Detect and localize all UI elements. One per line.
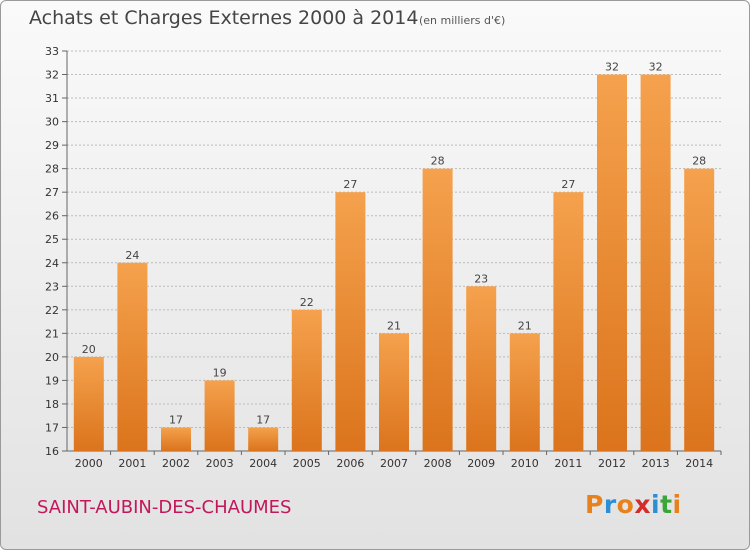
bar-2014 xyxy=(684,168,715,451)
x-tick-label: 2005 xyxy=(293,457,321,470)
y-tick-label: 30 xyxy=(45,116,59,129)
x-tick-label: 2013 xyxy=(642,457,670,470)
logo-letter: o xyxy=(616,490,635,519)
logo-letter: i xyxy=(651,490,661,519)
y-tick-label: 21 xyxy=(45,327,59,340)
data-label: 17 xyxy=(256,413,270,426)
y-tick-label: 19 xyxy=(45,374,59,387)
y-tick-label: 22 xyxy=(45,304,59,317)
bar-2009 xyxy=(466,286,497,451)
data-labels: 20 24 17 19 17 22 27 21 28 23 21 27 32 32 28 xyxy=(82,61,706,427)
bar-2006 xyxy=(335,192,366,452)
chart-subtitle: (en milliers d'€) xyxy=(419,14,506,27)
bar-2002 xyxy=(161,427,191,451)
commune-name: SAINT-AUBIN-DES-CHAUMES xyxy=(37,497,292,518)
data-label: 32 xyxy=(649,61,663,74)
x-tick-label: 2008 xyxy=(424,457,452,470)
y-tick-label: 25 xyxy=(45,233,59,246)
bar-2010 xyxy=(509,333,540,451)
x-tick-label: 2014 xyxy=(685,457,713,470)
y-tick-label: 16 xyxy=(45,445,59,458)
y-tick-label: 18 xyxy=(45,398,59,411)
data-label: 17 xyxy=(169,413,183,426)
data-label: 22 xyxy=(300,296,314,309)
data-label: 24 xyxy=(125,249,139,262)
bar-2005 xyxy=(291,309,322,451)
logo-letter: r xyxy=(603,490,617,519)
y-tick-label: 33 xyxy=(45,45,59,58)
bar-2007 xyxy=(379,333,409,451)
y-tick-label: 20 xyxy=(45,351,59,364)
y-tick-label: 29 xyxy=(45,139,59,152)
bar-2004 xyxy=(248,427,279,451)
bar-2001 xyxy=(117,262,148,451)
y-tick-label: 23 xyxy=(45,280,59,293)
y-tick-label: 26 xyxy=(45,210,59,223)
data-label: 21 xyxy=(518,319,532,332)
x-tick-label: 2010 xyxy=(511,457,539,470)
bar-2003 xyxy=(204,380,235,451)
x-tick-label: 2003 xyxy=(206,457,234,470)
logo-letter: x xyxy=(634,490,651,519)
bar-2011 xyxy=(553,192,584,452)
bar-2008 xyxy=(422,168,453,451)
data-label: 23 xyxy=(474,272,488,285)
x-tick-label: 2002 xyxy=(162,457,190,470)
logo-letter: i xyxy=(672,490,682,519)
y-tick-label: 24 xyxy=(45,257,59,270)
y-tick-label: 31 xyxy=(45,92,59,105)
y-tick-label: 27 xyxy=(45,186,59,199)
data-label: 28 xyxy=(692,155,706,168)
y-tick-label: 32 xyxy=(45,69,59,82)
x-tick-label: 2011 xyxy=(554,457,582,470)
x-tick-label: 2012 xyxy=(598,457,626,470)
x-tick-label: 2007 xyxy=(380,457,408,470)
data-label: 19 xyxy=(213,366,227,379)
y-tick-label: 17 xyxy=(45,421,59,434)
x-tick-label: 2004 xyxy=(249,457,277,470)
data-label: 27 xyxy=(343,178,357,191)
y-tick-label: 28 xyxy=(45,163,59,176)
proxiti-logo[interactable]: Proxiti xyxy=(585,490,682,519)
bar-2012 xyxy=(597,74,627,451)
bar-2013 xyxy=(640,74,671,451)
x-tick-label: 2000 xyxy=(75,457,103,470)
data-label: 32 xyxy=(605,61,619,74)
x-tick-label: 2001 xyxy=(118,457,146,470)
chart-title: Achats et Charges Externes 2000 à 2014 xyxy=(29,7,419,29)
logo-letter: P xyxy=(585,490,604,519)
logo-letter: t xyxy=(660,490,673,519)
data-label: 21 xyxy=(387,319,401,332)
bars xyxy=(73,74,715,452)
data-label: 27 xyxy=(561,178,575,191)
data-label: 28 xyxy=(431,155,445,168)
x-tick-label: 2006 xyxy=(336,457,364,470)
data-label: 20 xyxy=(82,343,96,356)
bar-2000 xyxy=(73,356,104,451)
x-tick-label: 2009 xyxy=(467,457,495,470)
